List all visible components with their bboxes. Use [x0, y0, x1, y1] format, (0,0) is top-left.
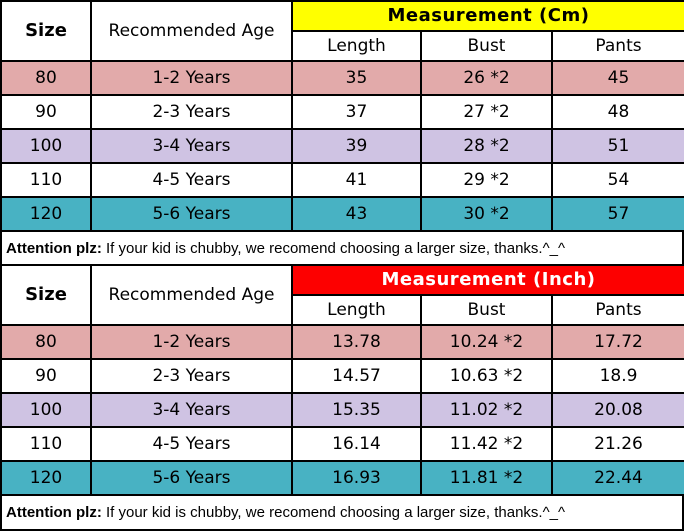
length-cell: 37: [291, 94, 422, 130]
bust-cell: 28 *2: [420, 128, 553, 164]
note-attention-label: Attention plz:: [6, 504, 102, 521]
size-cell: 110: [0, 426, 92, 462]
table-row: 80 1-2 Years 13.78 10.24 *2 17.72: [0, 324, 684, 360]
table-row: 90 2-3 Years 14.57 10.63 *2 18.9: [0, 358, 684, 394]
length-cell: 13.78: [291, 324, 422, 360]
age-cell: 2-3 Years: [90, 358, 293, 394]
bust-cell: 11.02 *2: [420, 392, 553, 428]
table-row: 110 4-5 Years 41 29 *2 54: [0, 162, 684, 198]
inch-table: Size Recommended Age Measurement (Inch) …: [0, 264, 684, 496]
pants-cell: 20.08: [550, 392, 684, 428]
size-cell: 100: [0, 392, 92, 428]
length-cell: 16.14: [291, 426, 422, 462]
age-cell: 1-2 Years: [90, 60, 293, 96]
bust-cell: 27 *2: [420, 94, 553, 130]
size-cell: 80: [0, 324, 92, 360]
size-cell: 110: [0, 162, 92, 198]
pants-cell: 54: [551, 162, 684, 198]
age-cell: 5-6 Years: [90, 460, 293, 496]
inch-size-header: Size: [0, 264, 92, 326]
age-cell: 4-5 Years: [90, 426, 293, 462]
size-cell: 90: [0, 94, 92, 130]
table-row: 90 2-3 Years 37 27 *2 48: [0, 94, 684, 130]
note-attention-label: Attention plz:: [6, 239, 102, 257]
bust-cell: 10.63 *2: [420, 358, 553, 394]
cm-measurement-band: Measurement (Cm): [291, 0, 684, 32]
age-cell: 1-2 Years: [90, 324, 293, 360]
note-text: If your kid is chubby, we recomend choos…: [101, 239, 566, 257]
length-cell: 41: [291, 162, 422, 198]
size-cell: 80: [0, 60, 92, 96]
bust-cell: 10.24 *2: [420, 324, 553, 360]
pants-cell: 51: [551, 128, 684, 164]
length-cell: 43: [291, 196, 422, 232]
pants-cell: 45: [551, 60, 684, 96]
cm-size-header: Size: [0, 0, 92, 62]
size-cell: 120: [0, 460, 92, 496]
inch-length-header: Length: [291, 294, 422, 326]
length-cell: 14.57: [291, 358, 422, 394]
length-cell: 35: [291, 60, 422, 96]
age-cell: 3-4 Years: [90, 128, 293, 164]
bust-cell: 11.81 *2: [420, 460, 553, 496]
inch-measurement-band: Measurement (Inch): [290, 264, 684, 296]
bust-cell: 30 *2: [420, 196, 553, 232]
pants-cell: 18.9: [550, 358, 684, 394]
length-cell: 15.35: [291, 392, 422, 428]
inch-age-header: Recommended Age: [90, 264, 293, 326]
pants-cell: 21.26: [550, 426, 684, 462]
table-row: 120 5-6 Years 43 30 *2 57: [0, 196, 684, 232]
pants-cell: 17.72: [550, 324, 684, 360]
age-cell: 5-6 Years: [90, 196, 293, 232]
pants-cell: 48: [551, 94, 684, 130]
age-cell: 3-4 Years: [90, 392, 293, 428]
cm-note: Attention plz: If your kid is chubby, we…: [0, 232, 684, 264]
bust-cell: 29 *2: [420, 162, 553, 198]
cm-length-header: Length: [291, 30, 422, 62]
cm-pants-header: Pants: [551, 30, 684, 62]
table-row: 120 5-6 Years 16.93 11.81 *2 22.44: [0, 460, 684, 496]
cm-header-row: Size Recommended Age Measurement (Cm): [0, 0, 684, 62]
cm-bust-header: Bust: [420, 30, 553, 62]
note-text: If your kid is chubby, we recomend choos…: [101, 504, 566, 521]
cm-age-header: Recommended Age: [90, 0, 293, 62]
length-cell: 16.93: [291, 460, 422, 496]
age-cell: 2-3 Years: [90, 94, 293, 130]
table-row: 100 3-4 Years 39 28 *2 51: [0, 128, 684, 164]
table-row: 80 1-2 Years 35 26 *2 45: [0, 60, 684, 96]
cm-table: Size Recommended Age Measurement (Cm) Le…: [0, 0, 684, 232]
length-cell: 39: [291, 128, 422, 164]
pants-cell: 22.44: [550, 460, 684, 496]
size-cell: 100: [0, 128, 92, 164]
inch-note: Attention plz: If your kid is chubby, we…: [0, 496, 684, 531]
size-cell: 120: [0, 196, 92, 232]
inch-header-row: Size Recommended Age Measurement (Inch): [0, 264, 684, 326]
table-row: 100 3-4 Years 15.35 11.02 *2 20.08: [0, 392, 684, 428]
inch-bust-header: Bust: [420, 294, 553, 326]
size-cell: 90: [0, 358, 92, 394]
table-row: 110 4-5 Years 16.14 11.42 *2 21.26: [0, 426, 684, 462]
bust-cell: 26 *2: [420, 60, 553, 96]
bust-cell: 11.42 *2: [420, 426, 553, 462]
age-cell: 4-5 Years: [90, 162, 293, 198]
inch-subheader-row: Length Bust Pants: [1, 294, 684, 326]
pants-cell: 57: [551, 196, 684, 232]
inch-pants-header: Pants: [550, 294, 684, 326]
